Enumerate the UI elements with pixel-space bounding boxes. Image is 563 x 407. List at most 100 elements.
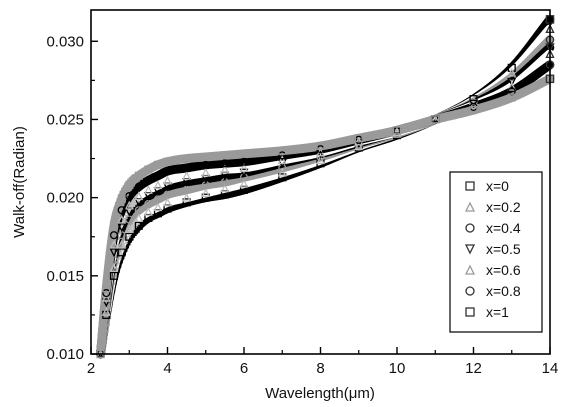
legend-item: x=0.5 — [464, 241, 521, 257]
data-point — [278, 151, 287, 160]
data-point — [102, 303, 111, 312]
legend-marker — [465, 223, 475, 233]
data-point — [182, 163, 191, 172]
data-point — [134, 221, 143, 230]
y-tick-label: 0.025 — [46, 111, 84, 128]
data-point — [163, 167, 172, 176]
data-point — [109, 239, 119, 249]
data-point — [98, 332, 107, 340]
data-point — [278, 173, 287, 182]
x-tick-label: 10 — [389, 360, 406, 377]
y-tick-label: 0.010 — [46, 346, 84, 363]
data-point — [182, 192, 192, 202]
legend-marker — [464, 244, 476, 255]
legend-label: x=0.8 — [486, 283, 521, 299]
legend-label: x=0.6 — [486, 262, 521, 278]
data-point — [507, 81, 517, 91]
data-point — [220, 159, 229, 168]
legend-item: x=0 — [465, 178, 509, 194]
y-tick-label: 0.030 — [46, 33, 84, 50]
data-point — [109, 231, 118, 240]
data-point — [143, 206, 153, 216]
data-point — [101, 292, 111, 302]
data-point — [101, 306, 111, 316]
data-point — [163, 175, 172, 185]
data-point — [144, 165, 153, 174]
data-point — [220, 164, 230, 174]
data-point — [201, 167, 211, 177]
legend-box — [449, 171, 543, 333]
x-tick-label: 2 — [87, 360, 95, 377]
data-point — [125, 232, 134, 241]
data-point — [278, 163, 287, 172]
data-point — [507, 63, 516, 72]
x-tick-label: 6 — [240, 360, 248, 377]
data-point — [153, 180, 163, 190]
data-point — [507, 67, 517, 77]
data-point — [117, 206, 126, 215]
data-point — [109, 221, 119, 230]
legend-item: x=0.4 — [465, 220, 521, 236]
data-point — [354, 141, 364, 151]
x-tick-label: 12 — [465, 360, 482, 377]
data-point — [469, 98, 478, 107]
data-point — [239, 178, 249, 188]
legend-label: x=0.5 — [486, 241, 521, 257]
y-axis: 0.010 0.015 0.020 0.025 0.030 — [46, 33, 98, 363]
data-point — [134, 182, 143, 191]
data-point — [182, 154, 191, 163]
data-point — [277, 155, 287, 165]
data-point — [153, 202, 163, 212]
data-point — [316, 141, 325, 151]
data-point — [117, 214, 127, 224]
data-point — [134, 191, 144, 201]
data-point — [354, 134, 363, 143]
data-point — [125, 181, 134, 190]
data-point — [102, 284, 111, 293]
legend-item: x=0.8 — [465, 283, 521, 299]
data-point — [201, 152, 210, 162]
legend-marker — [465, 286, 475, 296]
data-point — [220, 151, 229, 160]
data-point — [109, 263, 119, 273]
data-point — [182, 198, 191, 207]
data-point — [239, 157, 249, 166]
data-point — [125, 192, 134, 201]
data-point — [507, 73, 516, 82]
data-point — [101, 298, 111, 308]
data-point — [102, 288, 111, 298]
data-point — [124, 200, 134, 210]
data-point — [124, 224, 134, 233]
data-point — [239, 168, 249, 178]
x-tick-label: 8 — [316, 360, 324, 377]
data-point — [469, 100, 478, 110]
legend-label: x=0.2 — [486, 199, 521, 215]
data-point — [201, 188, 211, 197]
data-point — [431, 115, 440, 124]
data-point — [143, 184, 153, 194]
legend-label: x=1 — [486, 304, 509, 320]
legend-marker — [465, 307, 475, 317]
data-point — [278, 146, 287, 155]
legend-item: x=0.2 — [464, 199, 521, 215]
data-point — [201, 193, 210, 202]
data-point — [109, 248, 119, 258]
legend-marker — [464, 201, 476, 212]
legend-marker — [465, 181, 475, 191]
data-point — [144, 176, 153, 185]
legend-marker — [464, 264, 476, 275]
data-point — [392, 126, 402, 135]
data-point — [163, 157, 172, 166]
legend-label: x=0 — [486, 178, 509, 194]
data-point — [239, 163, 249, 172]
data-point — [507, 93, 516, 102]
data-point — [182, 170, 192, 180]
data-point — [113, 206, 122, 215]
y-axis-label: Walk-off(Radian) — [11, 126, 28, 238]
data-point — [117, 195, 126, 204]
legend-item: x=0.6 — [464, 262, 521, 278]
data-point — [153, 160, 162, 169]
x-axis: 2 4 6 8 10 12 14 — [87, 347, 558, 377]
legend-label: x=0.4 — [486, 220, 521, 236]
